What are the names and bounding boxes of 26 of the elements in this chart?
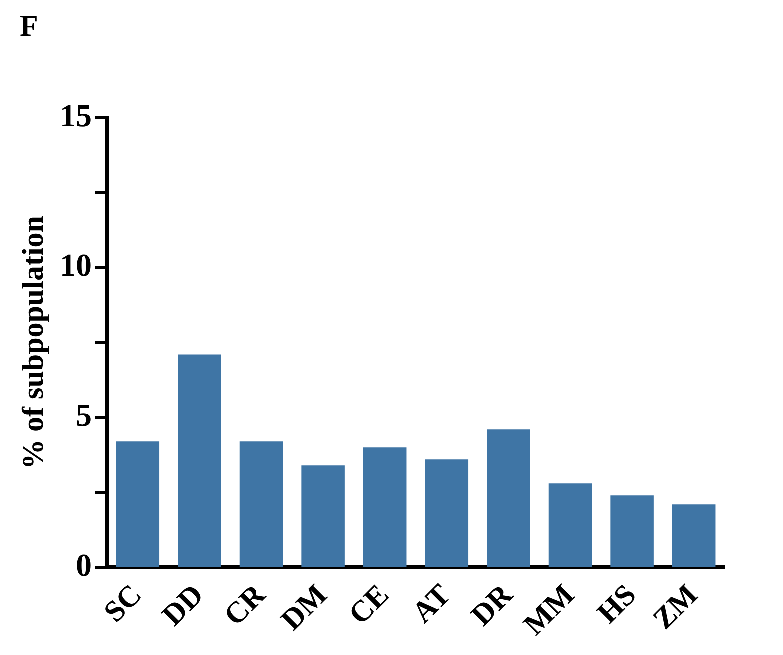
y-tick-label: 5: [76, 396, 92, 433]
bar: [487, 430, 530, 567]
bar: [302, 466, 345, 567]
x-tick-label: DM: [275, 578, 334, 637]
x-tick-label: CE: [342, 578, 396, 632]
x-tick-label: DR: [465, 578, 520, 632]
y-tick-label: 10: [60, 247, 92, 284]
x-tick-label: DD: [156, 578, 210, 632]
x-tick-label: AT: [406, 578, 458, 630]
x-tick-label: CR: [218, 578, 272, 632]
bar: [610, 496, 654, 567]
x-tick-label: HS: [591, 578, 643, 630]
x-tick-label: ZM: [647, 578, 705, 636]
bar: [178, 354, 222, 567]
bar: [425, 460, 469, 567]
y-axis-title: % of subpopulation: [16, 216, 50, 470]
bar: [240, 442, 284, 567]
bar: [548, 484, 592, 567]
x-tick-label: SC: [98, 578, 148, 629]
x-tick-label: MM: [518, 578, 581, 642]
bar: [672, 504, 716, 567]
y-tick-label: 0: [76, 546, 92, 583]
y-tick-label: 15: [60, 97, 92, 134]
text: F: [20, 10, 38, 44]
bar: [363, 448, 407, 567]
bar: [116, 442, 160, 567]
